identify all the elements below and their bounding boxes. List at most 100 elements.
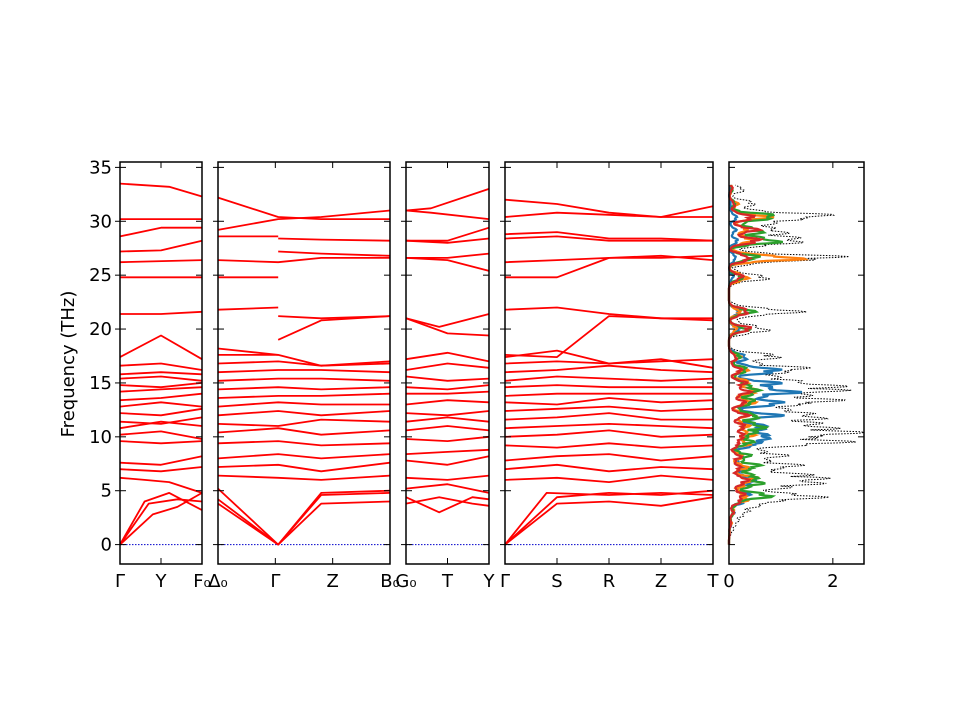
- x-tick-label: Γ: [270, 571, 280, 592]
- band-line: [504, 231, 714, 242]
- band-line: [119, 455, 203, 466]
- band-line: [217, 489, 391, 546]
- band-line: [278, 237, 391, 242]
- x-tick-label: 2: [827, 571, 838, 592]
- band-line: [504, 474, 714, 484]
- band-line: [119, 382, 203, 389]
- band-line: [405, 410, 490, 417]
- band-line: [217, 306, 279, 311]
- band-line: [405, 209, 490, 220]
- band-line: [119, 430, 203, 440]
- band-line: [504, 375, 714, 382]
- band-line: [405, 313, 490, 328]
- x-tick-label: Γ: [115, 571, 125, 592]
- band-line: [119, 407, 203, 417]
- band-line: [504, 429, 714, 438]
- band-line: [119, 239, 203, 253]
- band-line: [405, 416, 490, 423]
- band-line: [120, 310, 203, 315]
- band-line: [504, 254, 714, 264]
- band-line: [119, 440, 203, 445]
- dos-partial-line-s4: [727, 184, 766, 545]
- y-tick-label: 35: [89, 157, 112, 178]
- band-line: [405, 455, 490, 466]
- band-line: [504, 364, 714, 374]
- band-line: [405, 435, 490, 443]
- band-line: [119, 362, 203, 371]
- band-line: [405, 483, 490, 494]
- band-line: [217, 498, 391, 546]
- y-tick-label: 10: [89, 427, 112, 448]
- band-line: [217, 474, 391, 481]
- y-tick-label: 5: [101, 481, 112, 502]
- band-line: [217, 427, 391, 436]
- band-line: [278, 315, 391, 320]
- dos-partial-line-s1: [727, 184, 803, 545]
- band-line: [217, 196, 390, 221]
- band-line: [119, 401, 203, 408]
- band-line: [217, 418, 391, 427]
- x-tick-label: Y: [155, 571, 168, 592]
- band-line: [119, 392, 203, 402]
- band-line: [405, 448, 490, 455]
- band-line: [405, 375, 490, 382]
- dos-frame: [728, 161, 865, 565]
- x-tick-label: Z: [326, 571, 338, 592]
- band-line: [217, 401, 390, 408]
- band-panel-1: Γ Y F₀ 0 5 10 15 20 25 30 35: [89, 157, 211, 592]
- band-line: [217, 360, 391, 367]
- band-line: [119, 498, 203, 546]
- band-line: [405, 399, 490, 406]
- band-line: [504, 235, 713, 242]
- x-tick-label: R: [603, 571, 616, 592]
- band-line: [217, 392, 391, 399]
- band-line: [119, 334, 203, 360]
- band-line: [119, 466, 203, 473]
- x-tick-label: S: [551, 571, 562, 592]
- band-line: [504, 405, 714, 412]
- panel-frame: [217, 161, 391, 565]
- band-line: [119, 476, 203, 494]
- y-tick-label: 25: [89, 265, 112, 286]
- band-line: [504, 453, 714, 462]
- band-line: [405, 362, 490, 371]
- band-line: [405, 317, 490, 337]
- band-line: [504, 349, 714, 365]
- band-line: [504, 384, 713, 389]
- band-line: [504, 392, 713, 397]
- band-line: [405, 384, 490, 391]
- band-panel-3: G₀ T Y: [395, 161, 496, 592]
- band-line: [217, 386, 391, 391]
- band-line: [405, 237, 490, 244]
- band-line: [278, 250, 391, 257]
- y-tick-label: 0: [101, 535, 112, 556]
- band-line: [405, 351, 490, 363]
- y-tick-label: 30: [89, 211, 112, 232]
- band-line: [119, 226, 202, 238]
- band-line: [504, 496, 714, 546]
- band-line: [504, 463, 714, 473]
- x-tick-label: Y: [483, 571, 496, 592]
- band-line: [119, 259, 203, 264]
- band-line: [217, 256, 390, 264]
- band-line: [119, 386, 203, 393]
- band-line: [504, 442, 714, 449]
- band-line: [405, 496, 490, 514]
- band-line: [504, 491, 714, 546]
- x-tick-label: F₀: [193, 571, 211, 592]
- band-line: [217, 377, 391, 382]
- band-line: [405, 425, 490, 432]
- band-line: [218, 353, 391, 367]
- band-line: [504, 422, 714, 430]
- band-line: [405, 188, 490, 212]
- dos-total-line: [728, 184, 865, 545]
- x-tick-label: B₀: [380, 571, 400, 592]
- band-line: [406, 252, 490, 259]
- band-line: [504, 412, 713, 421]
- band-line: [119, 375, 203, 382]
- band-line: [119, 182, 203, 198]
- band-line: [405, 474, 490, 481]
